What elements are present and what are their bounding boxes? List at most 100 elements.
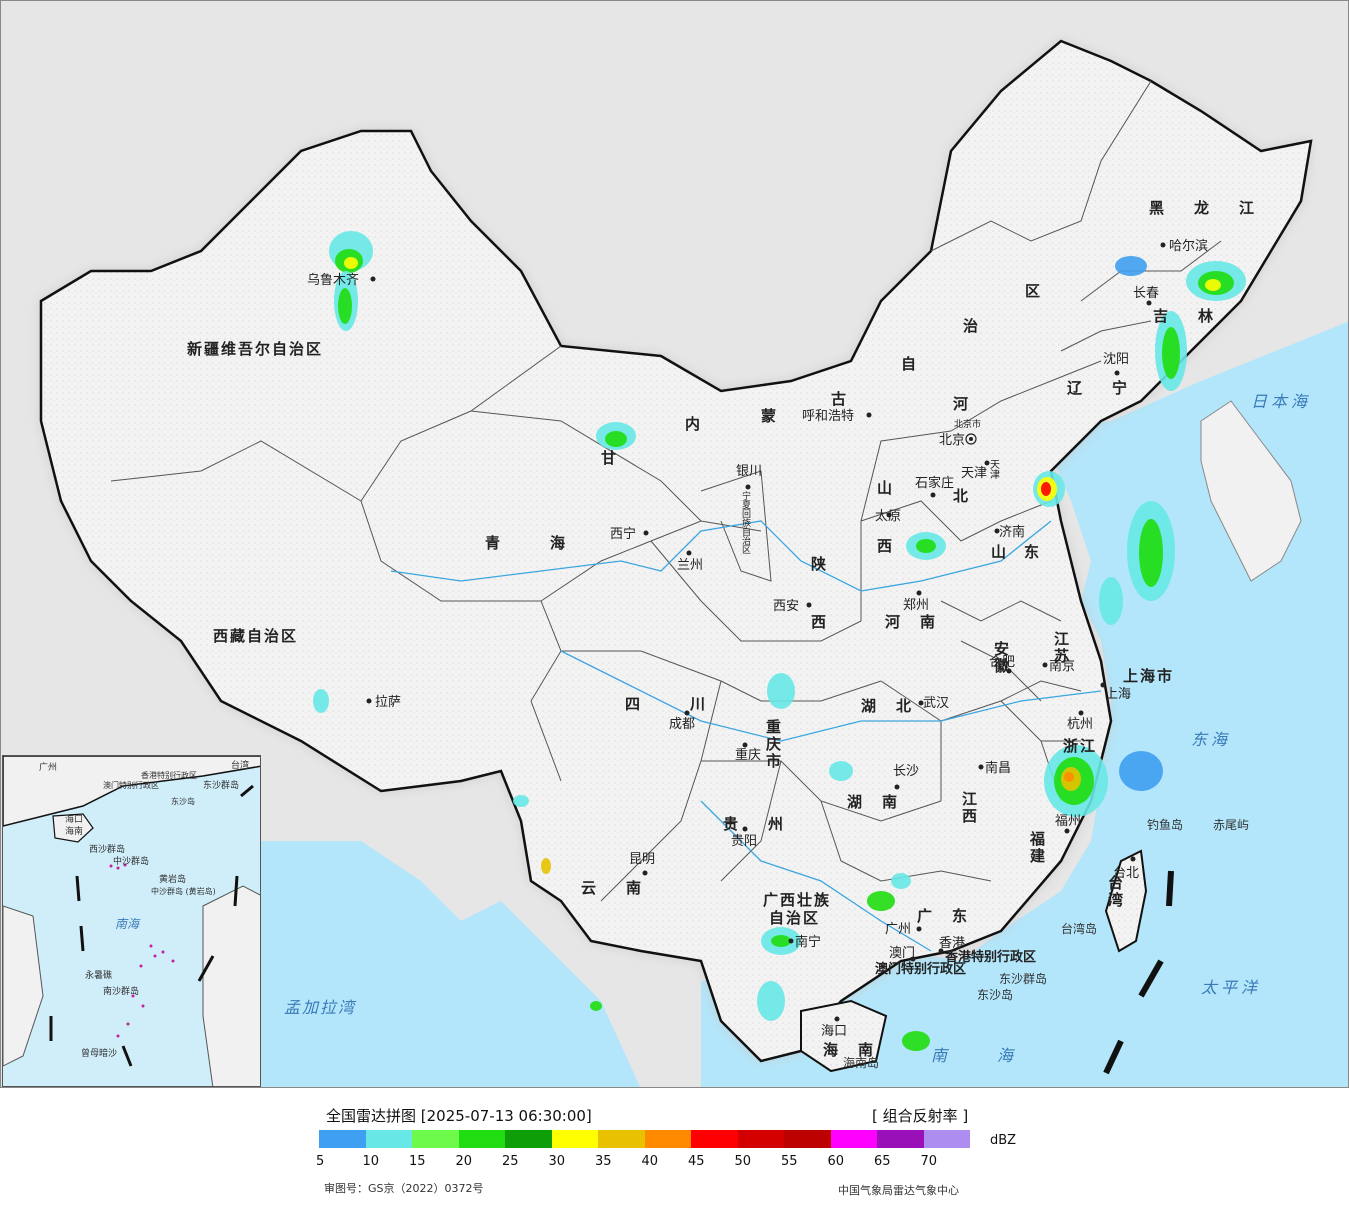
radar-echo [1064,772,1074,782]
city-xian: 西安 [773,599,812,614]
label-shaan: 陕 [811,555,828,573]
svg-text:钓鱼岛: 钓鱼岛 [1147,817,1183,832]
label-hainan: 海南 [823,1041,893,1059]
label-shandong: 山东 [991,543,1057,561]
label-qinghai: 青海 [485,534,615,552]
label-anhui: 安徽 [992,640,1010,675]
city-wuhan: 武汉 [918,696,949,711]
label-chongqing: 重庆市 [764,718,782,770]
legend-title: 全国雷达拼图 [2025-07-13 06:30:00] [326,1107,592,1125]
inset-label-guangzhou: 广州 [39,761,57,773]
label-nei: 内 [685,415,702,433]
svg-text:赤尾屿: 赤尾屿 [1213,818,1249,832]
legend-panel: 全国雷达拼图 [2025-07-13 06:30:00] [ 组合反射率 ] d… [0,1088,1349,1208]
legend-tick: 20 [455,1154,473,1169]
legend-tick: 35 [595,1154,612,1169]
legend-swatch [458,1130,505,1148]
city-taiyuan: 太原 [875,509,901,524]
city-tianjin: 天津 [961,460,990,481]
legend-swatch [319,1130,366,1148]
legend-swatch [551,1130,598,1148]
label-guizhou: 贵州 [723,815,813,833]
city-nanchang: 南昌 [978,760,1011,776]
label-ningxia: 宁夏回族自治区 [740,490,751,554]
city-zhengzhou: 郑州 [903,590,929,613]
svg-text:成都: 成都 [669,717,695,732]
legend-tick: 50 [734,1154,752,1169]
svg-text:沈阳: 沈阳 [1103,352,1129,367]
svg-text:太平洋: 太平洋 [1201,978,1261,997]
radar-echo [513,795,529,807]
legend-swatch [923,1130,970,1148]
city-changchun: 长春 [1133,286,1159,306]
inset-label-dongsha: 东沙群岛 [203,779,239,791]
legend-swatch [691,1130,738,1148]
svg-text:贵阳: 贵阳 [731,834,757,849]
svg-text:东海: 东海 [1191,730,1231,749]
inset-svg: 广州 澳门特别行政区 香港特别行政区 台湾 东沙群岛 海口 海南 西沙群岛 中沙… [3,756,260,1086]
radar-echo [902,1031,930,1051]
svg-text:石家庄: 石家庄 [915,475,954,491]
boundary-dashes [1103,870,1174,1075]
label-jilin: 吉林 [1153,307,1243,325]
svg-text:兰州: 兰州 [677,558,703,573]
inset-label-zhongsha-huangyan: 中沙群岛 (黄岩岛) [151,886,216,896]
city-nanning: 南宁 [788,934,821,950]
inset-label-haikou: 海口 [65,813,83,825]
svg-text:济南: 济南 [999,524,1025,540]
inset-label-huangyan: 黄岩岛 [159,873,186,885]
label-hongkong-sar: 香港特别行政区 [944,949,1036,965]
radar-echo [1041,482,1051,496]
province-labels: 新疆维吾尔自治区 西藏自治区 青海 甘 内 蒙 古 自 治 区 黑龙江 吉林 辽… [187,199,1254,1059]
radar-echo [344,257,358,269]
legend-swatch [830,1130,877,1148]
radar-echo [829,761,853,781]
radar-echo [338,288,352,324]
svg-text:长春: 长春 [1133,286,1159,301]
inset-label-hongkong: 香港特别行政区 [141,770,197,780]
svg-text:广州: 广州 [885,922,911,937]
city-haikou: 海口 [821,1016,847,1039]
radar-echo [1119,751,1163,791]
svg-text:昆明: 昆明 [629,852,655,867]
label-fujian: 福建 [1028,830,1046,865]
label-xizang: 西藏自治区 [213,627,298,645]
taiwan-land [1104,849,1148,953]
inset-label-zhongsha: 中沙群岛 [113,855,149,867]
label-guangdong: 广东 [917,907,987,925]
label-shan: 山 [877,479,894,497]
label-xi: 西 [877,537,894,555]
label-sichuan: 四川 [625,695,755,713]
city-urumqi: 乌鲁木齐 [307,272,376,288]
label-zhi: 治 [963,317,980,335]
svg-text:香港: 香港 [939,936,965,951]
city-guangzhou: 广州 [885,922,922,937]
legend-swatch [365,1130,412,1148]
svg-text:重庆: 重庆 [735,747,761,763]
legend-swatch [505,1130,552,1148]
radar-echo [867,891,895,911]
radar-echo [771,935,791,947]
radar-echoes [313,231,1246,1051]
radar-echo [1115,256,1147,276]
svg-text:拉萨: 拉萨 [375,695,401,710]
radar-echo [1139,519,1163,587]
label-qu: 区 [1025,282,1042,300]
city-hongkong: 香港 [938,936,965,954]
svg-text:南宁: 南宁 [795,934,821,950]
svg-text:郑州: 郑州 [903,598,929,613]
label-hubei: 湖北 [861,697,931,715]
city-shijiazhuang: 石家庄 [915,475,954,498]
svg-text:南京: 南京 [1049,658,1075,674]
svg-text:上海: 上海 [1105,687,1131,702]
label-henan: 河南 [885,613,955,631]
svg-text:天津: 天津 [961,466,987,481]
label-tianjin-prov: 天津 [988,459,1000,480]
legend-tick: 25 [502,1154,519,1169]
inset-label-yongshu: 永暑礁 [85,969,112,981]
city-hangzhou: 杭州 [1067,710,1093,732]
svg-text:东沙群岛: 东沙群岛 [999,971,1047,986]
radar-echo [767,673,795,709]
label-taiwan: 台湾 [1106,874,1124,909]
